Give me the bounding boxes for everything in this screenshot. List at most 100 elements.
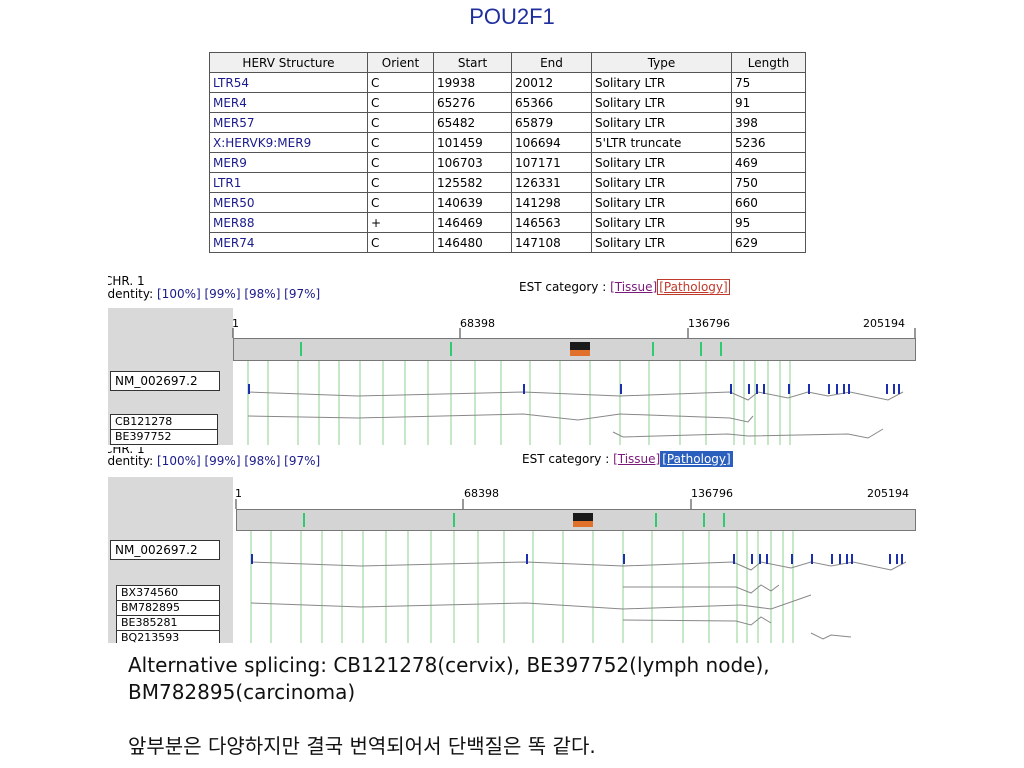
table-cell: 65879 xyxy=(511,112,592,133)
table-cell: 107171 xyxy=(511,152,592,173)
herv-name-link[interactable]: LTR54 xyxy=(209,72,368,93)
herv-name-link[interactable]: MER50 xyxy=(209,192,368,213)
reference-intron-line xyxy=(250,561,907,571)
herv-name-link[interactable]: MER9 xyxy=(209,152,368,173)
table-cell: Solitary LTR xyxy=(591,72,732,93)
table-cell: C xyxy=(367,112,434,133)
table-cell: 629 xyxy=(731,232,806,253)
reference-label[interactable]: NM_002697.2 xyxy=(110,540,220,560)
reference-exon xyxy=(526,554,528,564)
table-row: MER9 C 106703 107171 Solitary LTR 469 xyxy=(209,152,806,173)
reference-exon xyxy=(828,384,830,394)
reference-exon xyxy=(901,554,903,564)
herv-name-link[interactable]: X:HERVK9:MER9 xyxy=(209,132,368,153)
table-cell: Solitary LTR xyxy=(591,212,732,233)
est-label-2[interactable]: BE397752 xyxy=(110,429,218,445)
table-row: X:HERVK9:MER9 C 101459 106694 5'LTR truncate… xyxy=(209,132,806,153)
table-row: MER88 +146469 146563 Solitary LTR 95 xyxy=(209,212,806,233)
table-cell: Solitary LTR xyxy=(591,172,732,193)
herv-name-link[interactable]: LTR1 xyxy=(209,172,368,193)
table-cell: 19938 xyxy=(433,72,512,93)
pathology-link[interactable]: [Pathology] xyxy=(660,451,733,467)
est-label-2[interactable]: BM782895 xyxy=(116,600,220,616)
herv-marker xyxy=(300,342,302,356)
pathology-link[interactable]: [Pathology] xyxy=(657,279,730,295)
est-label-1[interactable]: CB121278 xyxy=(110,414,218,430)
reference-label[interactable]: NM_002697.2 xyxy=(110,371,220,391)
table-cell: Solitary LTR xyxy=(591,192,732,213)
table-cell: 65482 xyxy=(433,112,512,133)
identity-links[interactable]: [100%] [99%] [98%] [97%] xyxy=(157,454,321,468)
reference-exon xyxy=(791,554,793,564)
herv-name-link[interactable]: MER4 xyxy=(209,92,368,113)
herv-marker xyxy=(703,513,705,527)
table-cell: C xyxy=(367,152,434,173)
table-row: LTR54 C 19938 20012 Solitary LTR 75 xyxy=(209,72,806,93)
table-cell: C xyxy=(367,132,434,153)
reference-exon xyxy=(759,554,761,564)
est-alignment-line xyxy=(612,428,884,439)
table-cell: 141298 xyxy=(511,192,592,213)
reference-exon xyxy=(843,384,845,394)
genome-panel-2: CHR. 1 Identity: [100%] [99%] [98%] [97%… xyxy=(108,445,916,643)
herv-table: HERV Structure Orient Start End Type Len… xyxy=(209,52,806,253)
reference-exon xyxy=(836,384,838,394)
reference-exon xyxy=(756,384,758,394)
scale-mark-1: 68398 xyxy=(460,317,495,330)
table-cell: 140639 xyxy=(433,192,512,213)
reference-exon xyxy=(893,384,895,394)
herv-name-link[interactable]: MER74 xyxy=(209,232,368,253)
table-cell: 5'LTR truncate xyxy=(591,132,732,153)
est-alignment-line xyxy=(250,594,812,610)
table-cell: 5236 xyxy=(731,132,806,153)
herv-marker xyxy=(655,513,657,527)
table-cell: Solitary LTR xyxy=(591,232,732,253)
herv-cluster-marker xyxy=(570,342,590,350)
reference-exon xyxy=(730,384,732,394)
tissue-link[interactable]: [Tissue] xyxy=(613,452,661,466)
scale-mark-2: 136796 xyxy=(688,317,730,330)
reference-exon xyxy=(523,384,525,394)
reference-exon xyxy=(898,384,900,394)
col-header-structure: HERV Structure xyxy=(209,52,368,73)
est-category-label: EST category : xyxy=(519,280,607,294)
reference-exon xyxy=(811,554,813,564)
table-cell: 146563 xyxy=(511,212,592,233)
identity-links[interactable]: [100%] [99%] [98%] [97%] xyxy=(157,287,321,301)
herv-marker xyxy=(453,513,455,527)
scale-mark-1: 68398 xyxy=(464,487,499,500)
table-cell: 469 xyxy=(731,152,806,173)
herv-name-link[interactable]: MER57 xyxy=(209,112,368,133)
table-cell: 106694 xyxy=(511,132,592,153)
herv-name-link[interactable]: MER88 xyxy=(209,212,368,233)
reference-exon xyxy=(748,384,750,394)
herv-marker xyxy=(450,342,452,356)
table-row: LTR1 C 125582 126331 Solitary LTR 750 xyxy=(209,172,806,193)
reference-exon xyxy=(831,554,833,564)
tissue-link[interactable]: [Tissue] xyxy=(610,280,658,294)
table-cell: 95 xyxy=(731,212,806,233)
col-header-start: Start xyxy=(433,52,512,73)
table-row: MER50 C 140639 141298 Solitary LTR 660 xyxy=(209,192,806,213)
reference-exon xyxy=(788,384,790,394)
est-label-1[interactable]: BX374560 xyxy=(116,585,220,601)
est-label-3[interactable]: BE385281 xyxy=(116,615,220,631)
herv-marker xyxy=(652,342,654,356)
est-label-4[interactable]: BQ213593 xyxy=(116,630,220,643)
chr-name: CHR. 1 xyxy=(108,274,145,288)
reference-exon xyxy=(766,554,768,564)
identity-prefix: Identity: xyxy=(108,454,154,468)
page-title: POU2F1 xyxy=(469,4,555,29)
scale-start: 1 xyxy=(235,487,242,500)
table-row: MER74 C 146480 147108 Solitary LTR 629 xyxy=(209,232,806,253)
est-alignment-line xyxy=(622,616,772,626)
chr-label: CHR. 1 Identity: [100%] [99%] [98%] [97%… xyxy=(108,275,320,301)
scale-end: 205194 xyxy=(867,487,909,500)
reference-exon xyxy=(846,554,848,564)
reference-exon xyxy=(848,384,850,394)
table-cell: 65276 xyxy=(433,92,512,113)
herv-marker xyxy=(700,342,702,356)
reference-exon xyxy=(251,554,253,564)
est-category: EST category : [Tissue] [Pathology] xyxy=(522,451,733,467)
reference-exon xyxy=(889,554,891,564)
